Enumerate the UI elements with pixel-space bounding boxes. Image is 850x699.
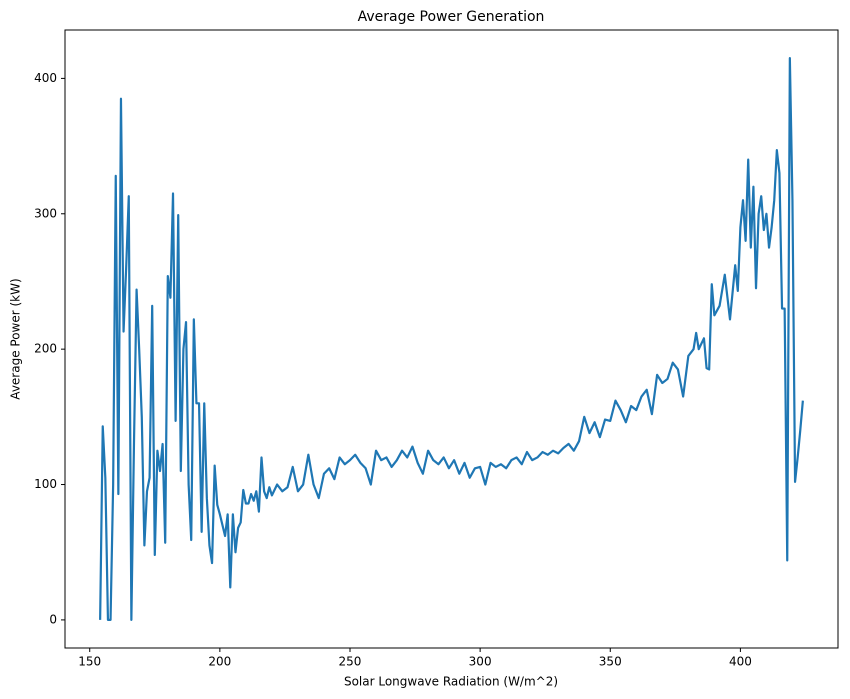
y-tick-label: 100 (34, 477, 57, 491)
chart-title: Average Power Generation (358, 9, 545, 25)
x-tick-label: 350 (599, 655, 622, 669)
plot-frame (64, 29, 839, 649)
data-line (99, 56, 804, 622)
x-tick-label: 250 (339, 655, 362, 669)
y-tick-label: 300 (34, 206, 57, 220)
x-tick-label: 150 (78, 655, 101, 669)
x-tick-label: 200 (208, 655, 231, 669)
y-tick-label: 200 (34, 342, 57, 356)
x-tick-label: 400 (729, 655, 752, 669)
x-tick-label: 300 (469, 655, 492, 669)
y-axis-label: Average Power (kW) (9, 278, 23, 399)
y-tick-label: 400 (34, 71, 57, 85)
y-tick-label: 0 (49, 612, 57, 626)
x-axis-label: Solar Longwave Radiation (W/m^2) (344, 675, 558, 689)
